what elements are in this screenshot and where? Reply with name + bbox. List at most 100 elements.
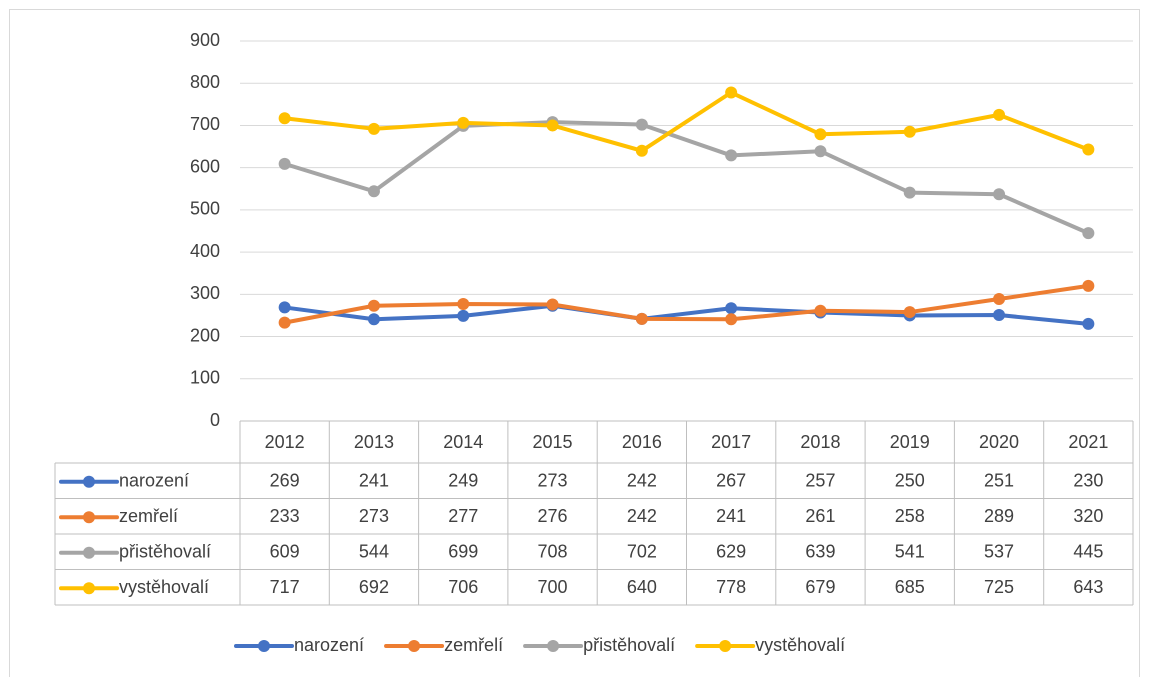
table-cell: 251 [984, 471, 1014, 491]
table-cell: 541 [895, 542, 925, 562]
y-tick-label: 300 [190, 283, 220, 303]
table-cell: 609 [270, 542, 300, 562]
table-cell: 685 [895, 577, 925, 597]
y-tick-label: 700 [190, 114, 220, 134]
data-point [457, 298, 470, 311]
table-cell: 276 [538, 506, 568, 526]
table-cell: 241 [359, 471, 389, 491]
y-tick-label: 200 [190, 325, 220, 345]
table-cell: 537 [984, 542, 1014, 562]
table-cell: 706 [448, 577, 478, 597]
table-cell: 261 [805, 506, 835, 526]
table-cell: 640 [627, 577, 657, 597]
data-point [993, 309, 1006, 322]
table-key-marker [83, 546, 95, 559]
data-point [903, 306, 916, 319]
data-point [903, 186, 916, 199]
legend-label: přistěhovalí [583, 635, 675, 655]
legend-key-marker [408, 640, 421, 652]
table-cell: 249 [448, 471, 478, 491]
table-key-marker [83, 511, 95, 524]
data-point [903, 125, 916, 138]
legend-label: narození [294, 635, 364, 655]
table-cell: 242 [627, 506, 657, 526]
legend-key-marker [547, 640, 560, 652]
table-cell: 643 [1073, 577, 1103, 597]
data-point [635, 312, 648, 325]
x-tick-label: 2019 [890, 432, 930, 452]
table-cell: 679 [805, 577, 835, 597]
table-cell: 230 [1073, 471, 1103, 491]
table-row-label: vystěhovalí [119, 577, 209, 597]
data-point [367, 299, 380, 312]
data-point [278, 157, 291, 170]
data-point [1082, 317, 1095, 330]
data-point [814, 304, 827, 317]
data-point [546, 119, 559, 132]
table-cell: 258 [895, 506, 925, 526]
x-tick-label: 2012 [265, 432, 305, 452]
data-point [993, 292, 1006, 305]
data-point [278, 301, 291, 314]
legend-key-marker [719, 640, 732, 652]
x-tick-label: 2015 [533, 432, 573, 452]
table-cell: 700 [538, 577, 568, 597]
data-point [457, 309, 470, 322]
table-cell: 702 [627, 542, 657, 562]
x-tick-label: 2017 [711, 432, 751, 452]
data-point [1082, 227, 1095, 240]
table-cell: 320 [1073, 506, 1103, 526]
data-point [278, 316, 291, 329]
x-tick-label: 2013 [354, 432, 394, 452]
table-cell: 629 [716, 542, 746, 562]
y-tick-label: 600 [190, 156, 220, 176]
table-row-label: zemřelí [119, 506, 178, 526]
table-cell: 639 [805, 542, 835, 562]
data-point [993, 108, 1006, 121]
data-point [993, 188, 1006, 201]
table-cell: 250 [895, 471, 925, 491]
table-cell: 277 [448, 506, 478, 526]
table-cell: 778 [716, 577, 746, 597]
data-point [725, 313, 738, 326]
y-tick-label: 900 [190, 30, 220, 50]
data-point [635, 118, 648, 131]
table-row-label: přistěhovalí [119, 542, 211, 562]
table-key-marker [83, 475, 95, 488]
table-cell: 233 [270, 506, 300, 526]
data-point [367, 313, 380, 326]
chart-border [9, 9, 1140, 677]
x-tick-label: 2020 [979, 432, 1019, 452]
data-point [278, 112, 291, 125]
y-tick-label: 500 [190, 199, 220, 219]
table-cell: 692 [359, 577, 389, 597]
data-point [814, 128, 827, 141]
y-tick-label: 100 [190, 368, 220, 388]
table-cell: 269 [270, 471, 300, 491]
table-row-label: narození [119, 471, 189, 491]
table-cell: 273 [359, 506, 389, 526]
series-line [282, 120, 1091, 236]
x-tick-label: 2014 [443, 432, 483, 452]
x-tick-label: 2016 [622, 432, 662, 452]
table-cell: 241 [716, 506, 746, 526]
x-tick-label: 2018 [800, 432, 840, 452]
table-cell: 725 [984, 577, 1014, 597]
table-cell: 273 [538, 471, 568, 491]
table-cell: 717 [270, 577, 300, 597]
legend-label: vystěhovalí [755, 635, 845, 655]
table-cell: 544 [359, 542, 389, 562]
data-point [725, 149, 738, 162]
data-point [725, 86, 738, 99]
series-line [282, 303, 1091, 326]
data-point [635, 144, 648, 157]
x-tick-label: 2021 [1068, 432, 1108, 452]
table-cell: 242 [627, 471, 657, 491]
legend-label: zemřelí [444, 635, 503, 655]
data-point [457, 116, 470, 129]
series-line [282, 90, 1091, 153]
table-key-marker [83, 582, 95, 595]
data-point [546, 298, 559, 311]
